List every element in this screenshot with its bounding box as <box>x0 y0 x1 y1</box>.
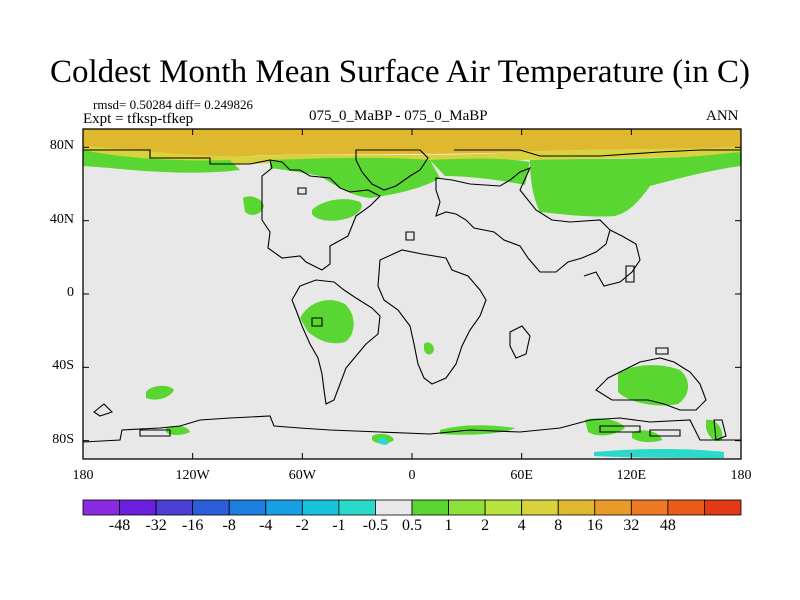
coast-antarctica-islands <box>93 403 681 437</box>
lat-tick-label: 40S <box>52 358 74 374</box>
lon-tick-label: 60E <box>510 468 533 483</box>
colorbar-swatch <box>411 499 449 516</box>
colorbar-label: 1 <box>444 517 453 534</box>
anomaly-patches <box>83 150 741 444</box>
lon-tick-label: 180 <box>730 468 752 483</box>
season-label: ANN <box>706 108 739 124</box>
colorbar-swatch <box>265 499 303 516</box>
lat-ticks <box>83 146 741 442</box>
anomaly-patch <box>243 196 264 215</box>
cool-patch <box>378 437 389 445</box>
lon-tick-label: 120E <box>616 468 647 483</box>
coast-eurasia-africa <box>435 166 611 273</box>
colorbar-swatch <box>155 499 194 516</box>
colorbar-swatch <box>301 499 340 516</box>
arctic-warm-band <box>83 129 741 157</box>
lat-tick-label: 40N <box>49 211 74 227</box>
colorbar-swatch <box>192 499 230 516</box>
colorbar-swatch <box>594 499 632 516</box>
colorbar-label: -8 <box>222 517 236 534</box>
anomaly-patch <box>530 152 741 217</box>
cool-patches <box>378 437 724 458</box>
colorbar-swatch <box>228 499 267 516</box>
colorbar-label: -4 <box>259 517 273 534</box>
coast-island-4 <box>405 231 415 241</box>
lon-tick-label: 180 <box>72 468 94 483</box>
anomaly-patch <box>312 199 362 221</box>
coast-greenland <box>355 149 429 191</box>
colorbar-label: 0.5 <box>402 517 422 534</box>
coast-lake <box>311 317 323 327</box>
colorbar-label: 8 <box>554 517 563 534</box>
coast-australia <box>595 357 707 411</box>
colorbar <box>82 499 742 516</box>
coast-africa <box>377 249 487 385</box>
lon-tick-label: 0 <box>408 468 416 483</box>
colorbar-swatch <box>82 499 120 516</box>
anomaly-patch <box>430 158 530 185</box>
anomaly-patch <box>585 418 625 436</box>
anomaly-patch <box>146 385 174 400</box>
coast-north-america <box>83 149 381 271</box>
colorbar-swatch <box>521 499 559 516</box>
experiment-label: Expt = tfksp-tfkep <box>83 111 194 127</box>
coast-island-2 <box>655 347 669 355</box>
colorbar-swatch <box>448 499 486 516</box>
colorbar-label: 48 <box>659 517 676 534</box>
lat-tick-label: 0 <box>67 285 74 300</box>
coast-island-5 <box>625 265 635 283</box>
colorbar-label: -2 <box>295 517 309 534</box>
case-label: 075_0_MaBP - 075_0_MaBP <box>309 108 488 124</box>
colorbar-label: -48 <box>108 517 131 534</box>
colorbar-swatch <box>704 499 742 516</box>
coast-europe-north <box>454 149 741 157</box>
page-title: Coldest Month Mean Surface Air Temperatu… <box>50 54 750 90</box>
coast-asia-east <box>583 229 641 287</box>
rmsd-diff-text: rmsd= 0.50284 diff= 0.249826 <box>93 97 253 112</box>
colorbar-swatch <box>557 499 596 516</box>
colorbar-label: -16 <box>181 517 204 534</box>
colorbar-swatch <box>119 499 157 516</box>
colorbar-label: -0.5 <box>362 517 389 534</box>
arctic-edge-band <box>83 146 741 166</box>
colorbar-swatch <box>484 499 523 516</box>
anomaly-patch <box>270 157 440 198</box>
anomaly-patch <box>706 419 723 442</box>
colorbar-swatch <box>667 499 705 516</box>
anomaly-patch <box>424 342 434 355</box>
coast-nz <box>713 419 727 441</box>
cool-patch <box>594 449 724 458</box>
colorbar-label: -1 <box>332 517 346 534</box>
colorbar-label: 32 <box>623 517 640 534</box>
colorbar-label: 16 <box>586 517 603 534</box>
lon-tick-label: 60W <box>288 468 316 483</box>
anomaly-patch <box>300 300 354 344</box>
lat-tick-label: 80S <box>52 431 74 447</box>
coast-antarctica <box>82 415 741 443</box>
lat-tick-label: 80N <box>49 138 74 154</box>
colorbar-label: 2 <box>481 517 490 534</box>
lon-ticks <box>82 129 742 459</box>
lon-tick-label: 120W <box>175 468 210 483</box>
colorbar-swatch <box>375 499 413 516</box>
colorbar-swatch <box>630 499 669 516</box>
anomaly-patch <box>618 365 689 406</box>
anomaly-patch <box>83 150 240 173</box>
colorbar-label: 4 <box>517 517 526 534</box>
anomaly-patch <box>166 425 190 435</box>
colorbar-label: -32 <box>145 517 167 534</box>
coast-south-america <box>291 279 381 405</box>
coastlines <box>82 149 741 443</box>
colorbar-swatch <box>338 499 376 516</box>
coast-island-1 <box>509 325 531 359</box>
coast-island-3 <box>297 187 307 195</box>
anomaly-patch <box>632 430 662 443</box>
